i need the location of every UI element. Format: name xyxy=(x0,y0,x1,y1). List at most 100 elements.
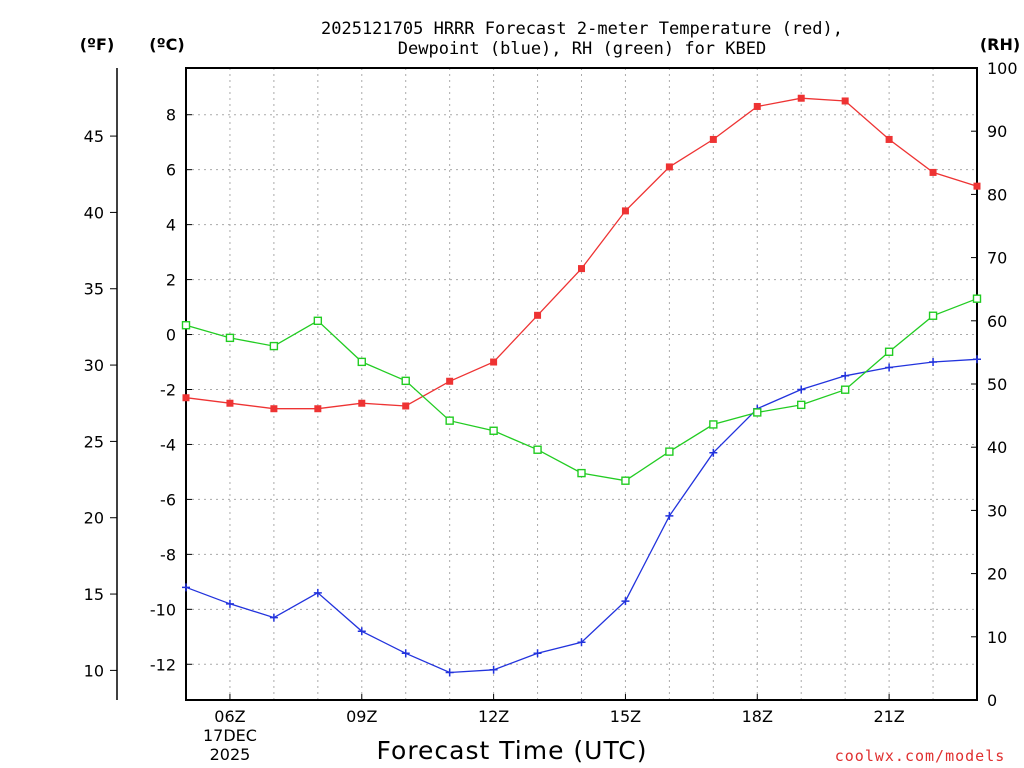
celsius-tick-label: -8 xyxy=(160,545,176,564)
fahrenheit-tick-label: 20 xyxy=(84,509,104,528)
celsius-tick-label: 4 xyxy=(166,216,176,235)
x-tick-label: 06Z xyxy=(214,707,245,726)
x-tick-label: 21Z xyxy=(873,707,904,726)
temperature-point xyxy=(226,399,234,407)
temperature-point xyxy=(841,97,849,105)
rh-point xyxy=(709,420,718,429)
rh-point xyxy=(357,357,366,367)
data-series xyxy=(181,94,982,677)
fahrenheit-tick-label: 30 xyxy=(84,356,104,375)
rh-tick-label: 50 xyxy=(987,375,1007,394)
temperature-point xyxy=(534,311,542,319)
rh-point xyxy=(533,445,542,454)
temperature-point xyxy=(446,377,454,385)
plot-frame xyxy=(185,67,978,701)
temperature-series xyxy=(182,94,981,413)
dewpoint-point xyxy=(357,627,366,636)
temperature-point xyxy=(753,102,761,110)
dewpoint-point xyxy=(709,448,718,457)
rh-point xyxy=(401,376,410,386)
temperature-point xyxy=(709,135,717,143)
rh-tick-label: 30 xyxy=(987,501,1007,520)
dewpoint-series xyxy=(182,355,981,677)
gridlines xyxy=(186,68,977,700)
dewpoint-point xyxy=(533,649,542,658)
dewpoint-point xyxy=(489,665,498,674)
rh-tick-label: 20 xyxy=(987,565,1007,584)
x-tick-label: 12Z xyxy=(478,707,509,726)
dewpoint-point xyxy=(621,597,630,606)
rh-point xyxy=(972,294,982,303)
temperature-point xyxy=(490,358,498,366)
fahrenheit-tick-label: 25 xyxy=(84,432,104,451)
celsius-tick-label: -6 xyxy=(160,490,176,509)
dewpoint-point xyxy=(577,638,586,647)
rh-point xyxy=(665,447,674,456)
fahrenheit-tick-label: 35 xyxy=(84,280,104,299)
celsius-tick-label: -2 xyxy=(160,380,176,399)
rh-tick-label: 90 xyxy=(987,122,1007,141)
dewpoint-point xyxy=(973,355,981,364)
dewpoint-point xyxy=(885,363,894,372)
rh-series xyxy=(181,294,982,485)
rh-point xyxy=(489,426,498,435)
rh-point xyxy=(884,347,894,356)
rh-point xyxy=(313,316,323,325)
rh-point xyxy=(269,341,279,351)
temperature-point xyxy=(270,405,278,413)
fahrenheit-tick-label: 45 xyxy=(84,127,104,146)
celsius-tick-label: 0 xyxy=(166,326,176,345)
rh-tick-label: 10 xyxy=(987,628,1007,647)
axis-ticks: 86420-2-4-6-8-10-12454035302520151010090… xyxy=(84,59,1018,764)
temperature-point xyxy=(358,399,366,407)
dewpoint-point xyxy=(841,371,850,380)
celsius-tick-label: 2 xyxy=(166,271,176,290)
temperature-point xyxy=(578,265,585,273)
temperature-point xyxy=(402,402,410,410)
celsius-unit-label: (ºC) xyxy=(149,35,184,54)
temperature-point xyxy=(797,94,805,102)
rh-point xyxy=(753,408,762,417)
title-line-2: Dewpoint (blue), RH (green) for KBED xyxy=(398,39,766,59)
fahrenheit-tick-label: 15 xyxy=(84,585,104,604)
fahrenheit-tick-label: 40 xyxy=(84,203,104,222)
dewpoint-point xyxy=(313,588,322,597)
dewpoint-point xyxy=(445,668,454,677)
temperature-point xyxy=(665,163,673,171)
temperature-point xyxy=(973,182,981,190)
celsius-tick-label: -10 xyxy=(150,600,176,619)
rh-point xyxy=(225,333,235,343)
dewpoint-point xyxy=(797,385,806,394)
dewpoint-point xyxy=(665,511,674,520)
rh-tick-label: 80 xyxy=(987,185,1007,204)
rh-tick-label: 0 xyxy=(987,691,997,710)
x-tick-year: 2025 xyxy=(210,745,251,764)
credit-text: coolwx.com/models xyxy=(835,747,1006,765)
rh-point xyxy=(445,416,454,425)
rh-point xyxy=(840,385,850,394)
x-tick-date: 17DEC xyxy=(203,726,257,745)
rh-point xyxy=(797,400,806,410)
temperature-point xyxy=(314,405,322,413)
fahrenheit-unit-label: (ºF) xyxy=(80,35,115,54)
dewpoint-point xyxy=(225,599,234,608)
rh-tick-label: 70 xyxy=(987,249,1007,268)
title-line-1: 2025121705 HRRR Forecast 2-meter Tempera… xyxy=(321,19,843,39)
temperature-point xyxy=(929,168,937,176)
rh-point xyxy=(928,311,938,320)
rh-unit-label: (RH) xyxy=(980,35,1020,54)
temperature-point xyxy=(182,394,190,402)
x-tick-label: 09Z xyxy=(346,707,377,726)
rh-point xyxy=(621,476,630,485)
celsius-tick-label: -4 xyxy=(160,435,176,454)
x-tick-label: 15Z xyxy=(610,707,641,726)
dewpoint-line xyxy=(185,358,978,674)
chart-title: 2025121705 HRRR Forecast 2-meter Tempera… xyxy=(321,19,843,59)
rh-tick-label: 40 xyxy=(987,438,1007,457)
fahrenheit-tick-label: 10 xyxy=(84,661,104,680)
celsius-tick-label: 6 xyxy=(166,161,176,180)
dewpoint-point xyxy=(929,358,938,367)
x-tick-label: 18Z xyxy=(742,707,773,726)
rh-tick-label: 60 xyxy=(987,312,1007,331)
